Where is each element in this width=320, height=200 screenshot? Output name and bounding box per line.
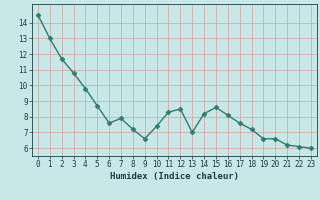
X-axis label: Humidex (Indice chaleur): Humidex (Indice chaleur) xyxy=(110,172,239,181)
